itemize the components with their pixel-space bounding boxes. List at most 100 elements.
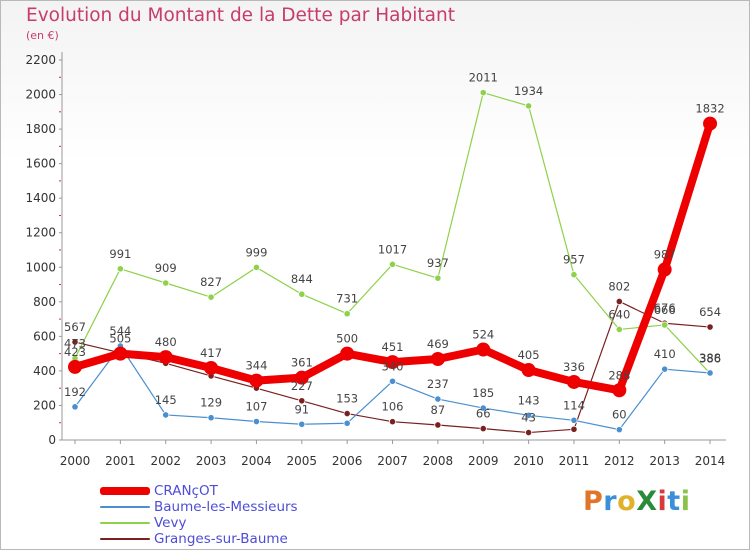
- data-label: 386: [699, 351, 721, 365]
- y-tick-label: 1200: [25, 226, 56, 240]
- y-tick-label: 1800: [25, 122, 56, 136]
- y-tick-label: 2200: [25, 53, 56, 67]
- data-point: [566, 374, 581, 389]
- data-point: [570, 416, 578, 424]
- data-point: [657, 262, 672, 277]
- data-label: 500: [336, 332, 358, 346]
- data-point: [249, 373, 264, 388]
- data-point: [162, 411, 170, 419]
- data-point: [343, 419, 351, 427]
- data-label: 192: [64, 385, 86, 399]
- data-label: 153: [336, 392, 358, 406]
- y-tick-label: 600: [33, 329, 56, 343]
- data-point: [479, 424, 487, 433]
- data-label: 336: [563, 360, 585, 374]
- data-point: [68, 359, 82, 374]
- data-point: [204, 360, 219, 375]
- x-tick-label: 2003: [196, 454, 227, 468]
- data-point: [476, 342, 491, 357]
- data-label: 827: [200, 275, 222, 289]
- x-tick-label: 2014: [695, 454, 726, 468]
- data-label: 909: [155, 261, 177, 275]
- data-label: 91: [294, 402, 309, 416]
- data-point: [252, 417, 261, 426]
- data-label: 473: [64, 336, 86, 350]
- y-tick-label: 200: [33, 398, 56, 412]
- data-point: [434, 395, 442, 403]
- data-label: 107: [245, 400, 267, 414]
- logo-letter: X: [636, 486, 658, 517]
- data-point: [298, 420, 306, 428]
- data-label: 114: [563, 398, 585, 412]
- data-label: 1832: [695, 102, 724, 116]
- series-line: [74, 92, 711, 374]
- legend-label: Vevy: [154, 515, 187, 531]
- data-point: [479, 89, 487, 97]
- logo-letter: r: [603, 486, 618, 517]
- y-tick-label: 800: [33, 295, 56, 309]
- x-tick-label: 2009: [468, 454, 499, 468]
- data-label: 417: [200, 346, 222, 360]
- proxiti-logo: ProXiti: [583, 486, 690, 517]
- logo-letter: i: [657, 486, 668, 517]
- x-tick-label: 2007: [377, 454, 408, 468]
- y-tick-label: 0: [48, 433, 56, 447]
- y-tick-label: 1400: [25, 191, 56, 205]
- data-label: 361: [291, 356, 313, 370]
- data-point: [703, 116, 718, 131]
- data-point: [434, 274, 442, 282]
- data-point: [661, 321, 669, 329]
- data-label: 987: [654, 248, 676, 262]
- data-label: 60: [612, 408, 627, 422]
- data-point: [524, 102, 533, 110]
- data-point: [615, 426, 623, 434]
- data-label: 640: [608, 307, 630, 321]
- data-point: [116, 265, 124, 273]
- data-label: 2011: [469, 71, 498, 85]
- data-point: [661, 365, 669, 373]
- logo-letter: i: [680, 486, 691, 517]
- data-point: [71, 338, 79, 346]
- data-point: [706, 369, 714, 377]
- data-point: [524, 411, 533, 419]
- data-label: 43: [521, 411, 536, 425]
- legend-swatch: [100, 538, 150, 540]
- y-tick-label: 1000: [25, 260, 56, 274]
- data-point: [298, 290, 306, 298]
- x-tick-label: 2012: [604, 454, 635, 468]
- data-label: 1017: [378, 242, 407, 256]
- data-point: [340, 346, 355, 361]
- data-label: 288: [608, 368, 630, 382]
- data-point: [343, 310, 351, 318]
- data-point: [434, 421, 442, 429]
- data-label: 802: [608, 279, 630, 293]
- data-point: [343, 409, 351, 418]
- chart-unit: (en €): [26, 29, 59, 42]
- logo-letter: P: [583, 486, 604, 517]
- y-tick-label: 1600: [25, 157, 56, 171]
- data-label: 666: [654, 303, 676, 317]
- data-point: [298, 397, 306, 405]
- data-point: [252, 263, 261, 272]
- data-label: 469: [427, 337, 449, 351]
- data-point: [294, 370, 309, 385]
- y-tick-label: 2000: [25, 88, 56, 102]
- data-point: [524, 428, 533, 437]
- data-point: [158, 350, 173, 365]
- x-tick-label: 2006: [332, 454, 363, 468]
- x-tick-label: 2008: [423, 454, 454, 468]
- data-label: 344: [245, 359, 267, 373]
- data-label: 87: [431, 403, 446, 417]
- data-label: 143: [518, 393, 540, 407]
- data-label: 106: [382, 400, 404, 414]
- y-tick-label: 400: [33, 364, 56, 378]
- legend-label: Baume-les-Messieurs: [154, 499, 298, 515]
- x-tick-label: 2004: [241, 454, 272, 468]
- data-point: [615, 325, 623, 334]
- data-point: [162, 279, 170, 287]
- data-label: 480: [155, 335, 177, 349]
- data-point: [388, 377, 397, 385]
- data-point: [385, 355, 400, 370]
